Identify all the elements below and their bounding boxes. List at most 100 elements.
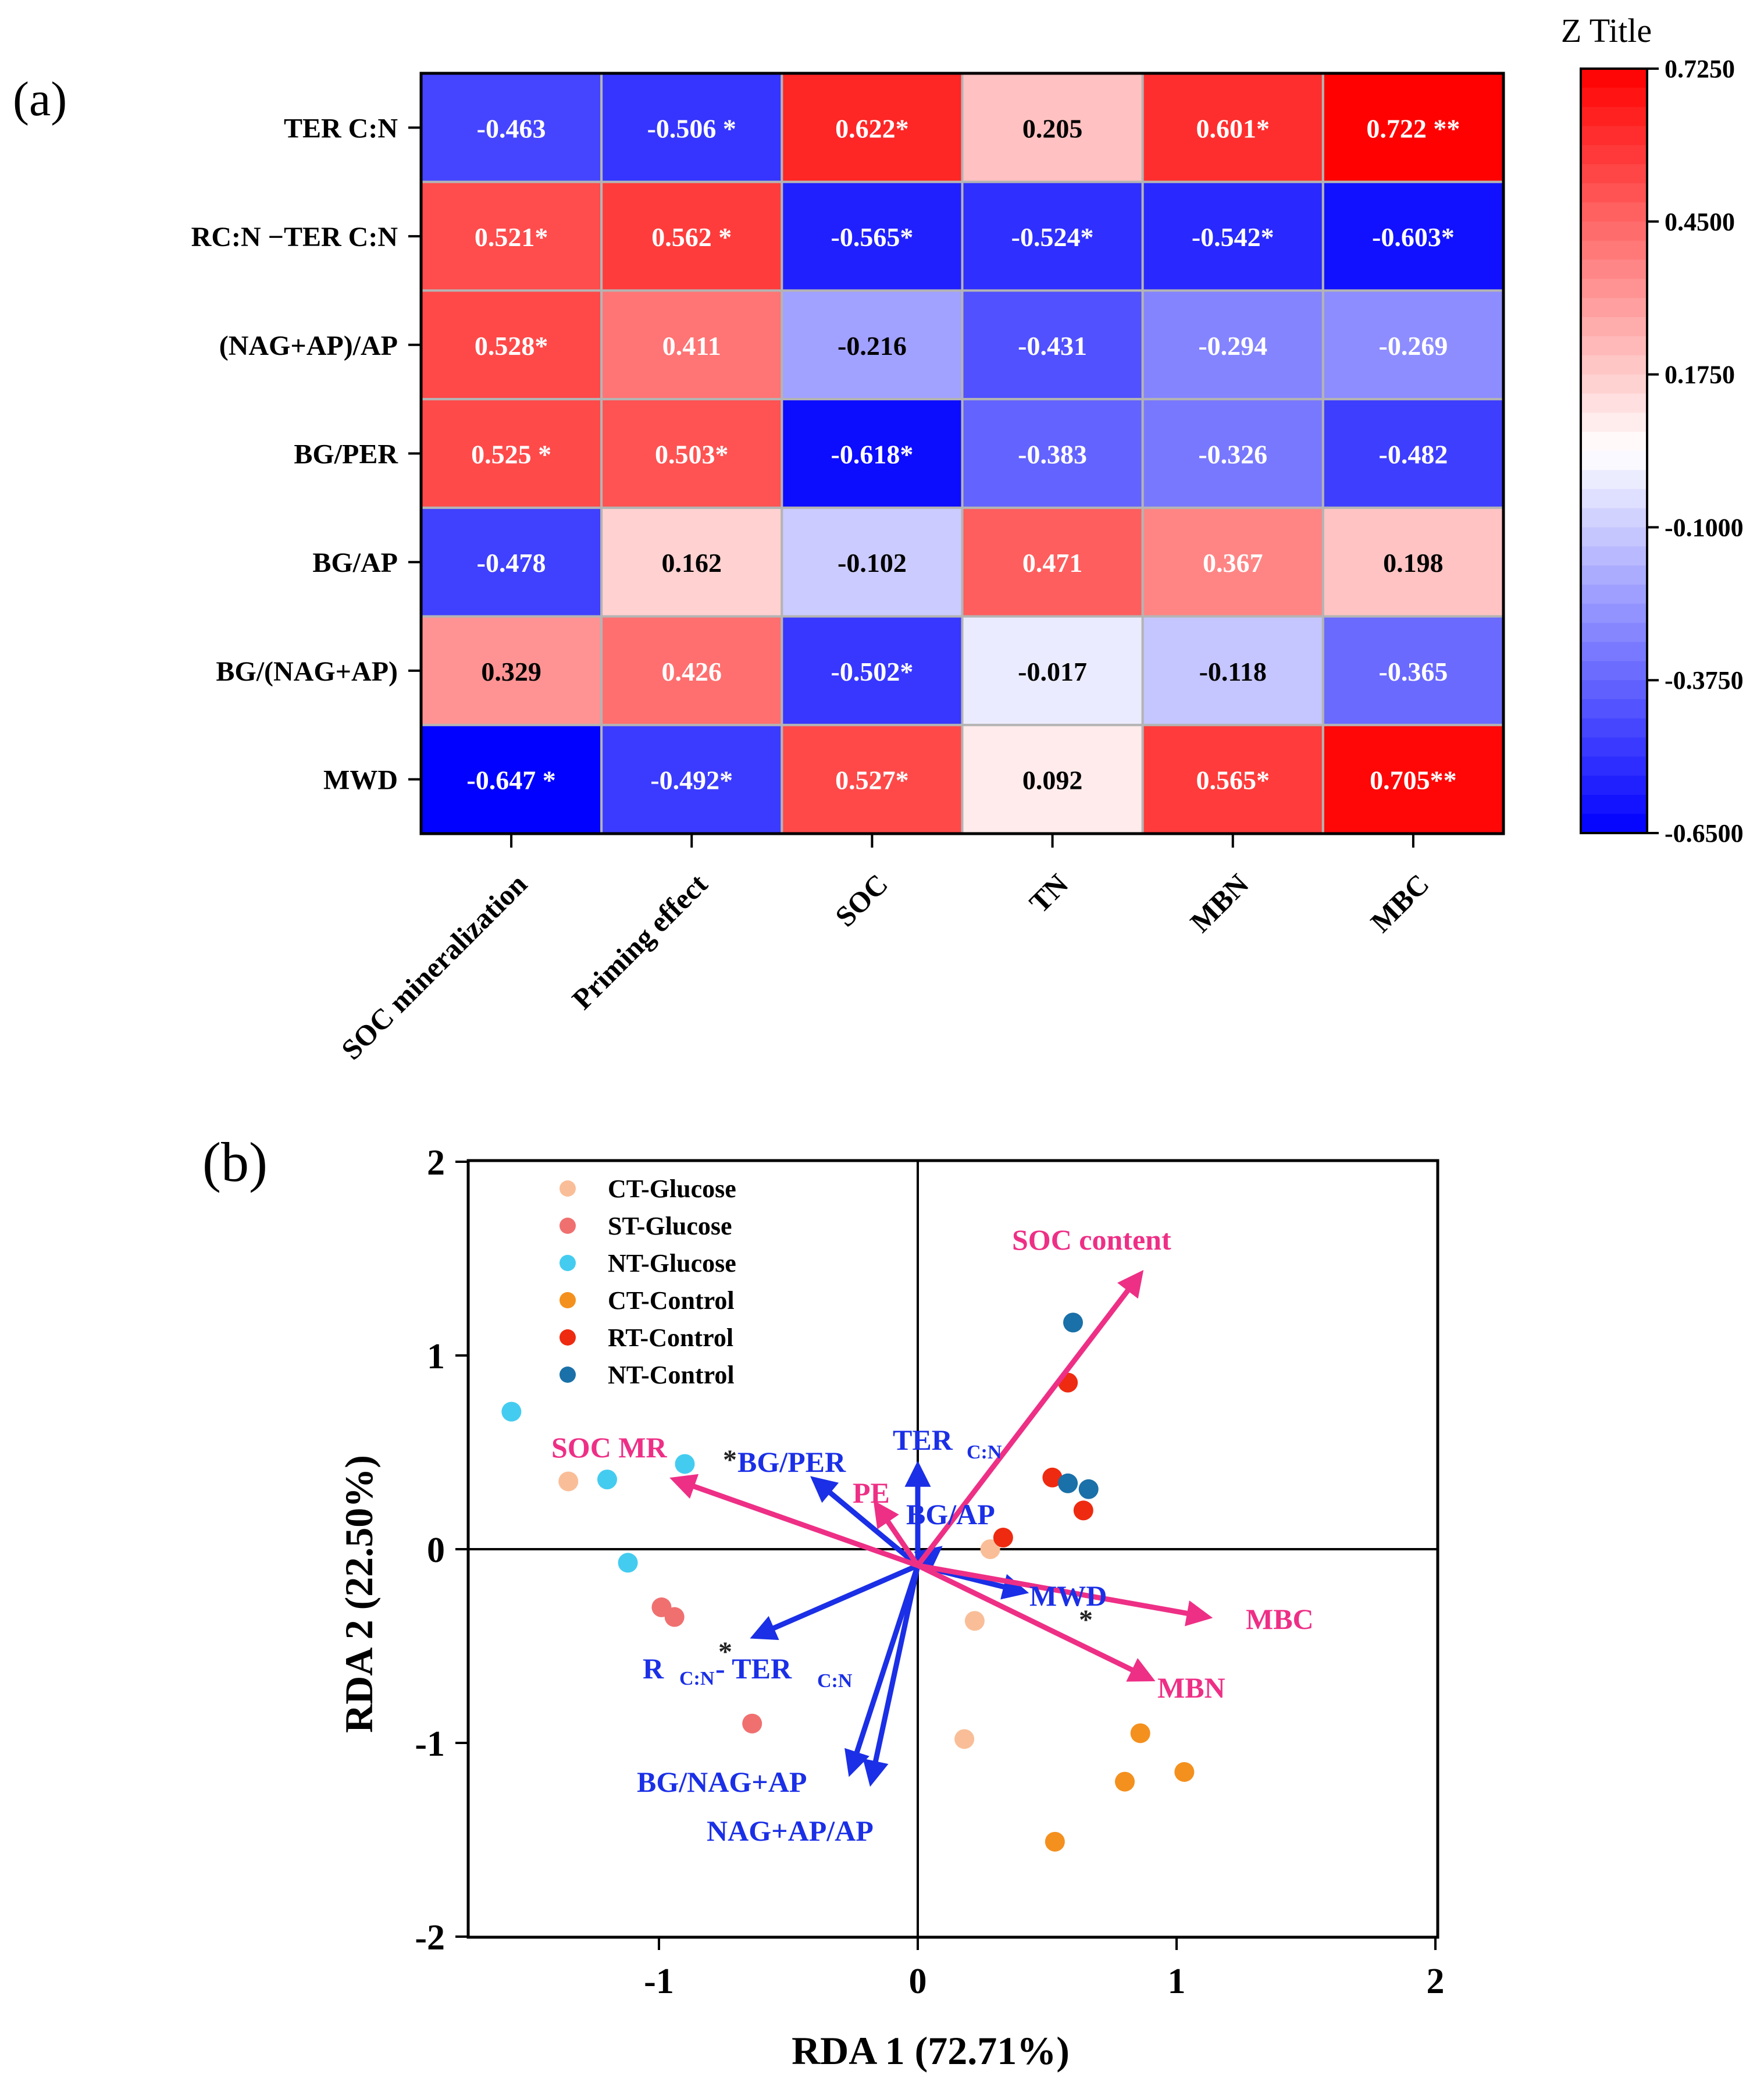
heatmap-cell-label: -0.603* (1372, 222, 1455, 252)
colorbar-step (1581, 412, 1647, 432)
rda-response-arrow (915, 1269, 1144, 1567)
colorbar-step (1581, 202, 1647, 222)
heatmap-cell-label: -0.506 * (647, 113, 736, 143)
heatmap-cell-label: -0.647 * (466, 766, 555, 795)
legend-label: RT-Control (608, 1323, 733, 1352)
colorbar-step (1581, 355, 1647, 375)
rda-sample-point (1058, 1473, 1078, 1493)
colorbar-step (1581, 69, 1647, 88)
colorbar-step (1581, 622, 1647, 643)
heatmap-cell (781, 724, 964, 835)
heatmap-cell-label: 0.525 * (471, 440, 551, 469)
colorbar-step (1581, 756, 1647, 777)
rda-explanatory-label: NAG+AP/AP (707, 1814, 874, 1847)
colorbar-step (1581, 145, 1647, 165)
heatmap-row-label: MWD (323, 765, 398, 796)
rda-sample-point (993, 1528, 1013, 1548)
heatmap-cell (420, 398, 603, 509)
heatmap-cell-label: 0.426 (662, 657, 722, 686)
heatmap-cell (1141, 398, 1324, 509)
rda-response-label: MBN (1157, 1671, 1225, 1704)
rda-explanatory-label: R (643, 1652, 664, 1685)
rda-explanatory-label: TER (893, 1424, 953, 1456)
rda-significance-asterisk: * (723, 1444, 737, 1475)
heatmap-cell-label: 0.411 (662, 331, 721, 361)
colorbar-step (1581, 317, 1647, 337)
heatmap-cell-label: -0.383 (1018, 440, 1087, 469)
heatmap-column-labels: SOC mineralization Priming effect SOC TN MBN… (335, 834, 1435, 1066)
rda-sample-point (1073, 1500, 1093, 1521)
heatmap-cell-label: -0.294 (1198, 331, 1267, 361)
heatmap-cell-label: -0.565* (831, 222, 914, 252)
rda-explanatory-label: C:N (817, 1670, 853, 1692)
rda-significance-asterisk: * (718, 1636, 732, 1667)
rda-response-arrow (669, 1474, 919, 1568)
rda-sample-point (501, 1401, 522, 1422)
heatmap-cell (1321, 72, 1505, 183)
heatmap-cell (1141, 289, 1324, 401)
rda-axis-ticks: -1 0 1 2 -2 -1 0 1 2 (415, 1143, 1444, 2001)
heatmap-cell-label: -0.431 (1018, 331, 1087, 361)
heatmap-column-label: MBN (1184, 867, 1255, 938)
colorbar-step (1581, 546, 1647, 566)
heatmap-cell-label: -0.492* (650, 766, 733, 795)
colorbar-step (1581, 565, 1647, 585)
rda-y-tick-label: 1 (427, 1337, 445, 1376)
rda-explanatory-label: C:N (679, 1668, 715, 1689)
heatmap-cell-label: -0.118 (1199, 657, 1267, 686)
rda-x-tick-label: 0 (909, 1962, 927, 2001)
rda-explanatory-label: BG/AP (906, 1498, 995, 1531)
rda-response-arrow (917, 1563, 1156, 1682)
colorbar-step (1581, 221, 1647, 241)
heatmap-cell-label: 0.367 (1203, 548, 1263, 578)
heatmap-cell-label: -0.482 (1379, 440, 1448, 469)
legend-marker (560, 1367, 576, 1383)
heatmap-cell (961, 506, 1144, 618)
heatmap-cell-label: 0.601* (1196, 113, 1270, 143)
colorbar-step (1581, 451, 1647, 471)
heatmap-cell-label: 0.329 (481, 657, 541, 686)
heatmap-cells: -0.463 -0.506 * 0.622* 0.205 0.601* 0.722 ** 0… (419, 72, 1505, 835)
rda-y-tick-label: -1 (415, 1724, 445, 1764)
heatmap-column-label: Priming effect (565, 867, 714, 1016)
rda-sample-point (597, 1469, 617, 1490)
rda-response-label: SOC MR (551, 1431, 668, 1464)
heatmap-cell-label: 0.562 * (651, 222, 732, 252)
colorbar-ticks: 0.7250 0.4500 0.1750 -0.1000 -0.3750 -0.6500 (1647, 55, 1744, 848)
heatmap-cell-label: -0.618* (831, 440, 914, 469)
rda-x-tick-label: 1 (1168, 1962, 1186, 2001)
heatmap-cell (420, 615, 603, 727)
colorbar-step (1581, 298, 1647, 318)
colorbar: Z Title 0.7250 0.4500 0.1750 -0.1000 -0.3750… (1561, 12, 1744, 848)
rda-response-label: PE (853, 1476, 890, 1509)
heatmap-cell-label: -0.365 (1379, 657, 1448, 686)
legend-marker (560, 1180, 576, 1197)
colorbar-step (1581, 737, 1647, 757)
heatmap-cell (1321, 724, 1505, 835)
rda-sample-point (1130, 1723, 1150, 1743)
rda-x-tick-label: 2 (1427, 1962, 1445, 2001)
rda-sample-point (742, 1713, 762, 1734)
rda-sample-points (501, 1312, 1195, 1852)
heatmap-column-label: MBC (1364, 867, 1435, 938)
colorbar-tick-label: 0.7250 (1665, 55, 1735, 83)
legend-label: CT-Control (608, 1286, 735, 1315)
heatmap-cell-label: 0.528* (475, 331, 548, 361)
heatmap-cell-label: -0.463 (477, 113, 546, 143)
heatmap-cell (1141, 506, 1324, 618)
heatmap-cell (420, 72, 603, 183)
colorbar-tick-label: 0.1750 (1665, 361, 1735, 389)
colorbar-step (1581, 814, 1647, 834)
rda-sample-point (964, 1611, 985, 1631)
colorbar-title: Z Title (1561, 12, 1652, 49)
heatmap-cell (961, 398, 1144, 509)
heatmap-cell-label: -0.542* (1192, 222, 1274, 252)
rda-sample-point (618, 1553, 638, 1573)
heatmap-cell-label: -0.216 (838, 331, 907, 361)
rda-response-arrow (917, 1563, 1213, 1627)
colorbar-step (1581, 336, 1647, 356)
heatmap-cell-label: -0.502* (831, 657, 914, 686)
legend-label: NT-Glucose (608, 1249, 736, 1278)
heatmap-row-labels: TER C:N RC:N −TER C:N (NAG+AP)/AP BG/PER BG/… (191, 113, 421, 796)
panel-a-heatmap: (a) -0.463 -0.506 * 0.622* 0.205 0.601* 0.722… (13, 12, 1744, 1066)
